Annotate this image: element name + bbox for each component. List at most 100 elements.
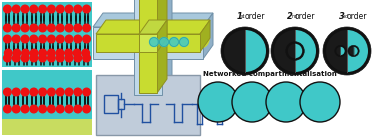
Circle shape (4, 24, 11, 32)
Circle shape (39, 105, 46, 113)
Text: rd: rd (343, 14, 348, 19)
Circle shape (4, 105, 11, 113)
Wedge shape (336, 47, 341, 55)
Circle shape (56, 54, 64, 62)
Circle shape (30, 49, 38, 57)
Circle shape (39, 5, 46, 13)
Circle shape (5, 49, 12, 57)
Circle shape (83, 105, 90, 113)
Circle shape (21, 24, 29, 32)
Circle shape (13, 49, 21, 57)
Wedge shape (326, 30, 347, 72)
Circle shape (4, 35, 11, 43)
Circle shape (191, 30, 209, 48)
Circle shape (48, 35, 55, 43)
Bar (2, 70, 92, 135)
Text: 1: 1 (237, 12, 243, 21)
Circle shape (82, 49, 90, 57)
Wedge shape (224, 30, 245, 72)
Circle shape (160, 38, 169, 47)
Circle shape (30, 5, 37, 13)
Circle shape (12, 5, 20, 13)
Circle shape (198, 82, 238, 122)
Circle shape (30, 88, 37, 96)
Circle shape (4, 88, 11, 96)
Circle shape (39, 88, 46, 96)
Circle shape (22, 49, 29, 57)
Circle shape (30, 105, 37, 113)
Text: Networked compartmentalisation: Networked compartmentalisation (203, 71, 337, 77)
Wedge shape (347, 30, 368, 72)
Circle shape (65, 54, 73, 62)
Polygon shape (93, 13, 213, 27)
Circle shape (30, 24, 37, 32)
Circle shape (21, 105, 29, 113)
Circle shape (286, 42, 304, 60)
Circle shape (65, 35, 73, 43)
Wedge shape (295, 44, 302, 58)
Polygon shape (200, 20, 210, 52)
Text: 3: 3 (339, 12, 345, 21)
Polygon shape (157, 20, 167, 52)
Circle shape (21, 88, 29, 96)
Circle shape (12, 88, 20, 96)
Wedge shape (295, 30, 316, 72)
Circle shape (12, 35, 20, 43)
Wedge shape (349, 47, 353, 55)
Wedge shape (341, 47, 345, 55)
Circle shape (65, 105, 73, 113)
Circle shape (48, 54, 55, 62)
Circle shape (56, 105, 64, 113)
Text: st: st (241, 14, 245, 19)
Polygon shape (139, 34, 157, 52)
Circle shape (221, 27, 269, 75)
Circle shape (56, 5, 64, 13)
Wedge shape (288, 44, 295, 58)
Circle shape (12, 24, 20, 32)
Circle shape (65, 24, 73, 32)
Circle shape (21, 54, 29, 62)
Circle shape (83, 35, 90, 43)
Polygon shape (203, 13, 213, 59)
Circle shape (74, 24, 82, 32)
Circle shape (12, 105, 20, 113)
Circle shape (74, 5, 82, 13)
Polygon shape (93, 27, 203, 59)
Circle shape (73, 49, 81, 57)
Circle shape (65, 49, 72, 57)
Text: 2: 2 (287, 12, 293, 21)
Polygon shape (134, 0, 162, 95)
Circle shape (12, 54, 20, 62)
Circle shape (150, 38, 158, 47)
Circle shape (56, 88, 64, 96)
Circle shape (74, 88, 82, 96)
Circle shape (56, 35, 64, 43)
Text: nd: nd (291, 14, 297, 19)
Polygon shape (96, 34, 200, 52)
Circle shape (83, 88, 90, 96)
Polygon shape (139, 0, 157, 93)
Circle shape (30, 35, 37, 43)
Circle shape (74, 105, 82, 113)
Circle shape (21, 5, 29, 13)
Circle shape (65, 88, 73, 96)
Polygon shape (96, 20, 210, 34)
Text: order: order (295, 12, 316, 21)
Wedge shape (245, 30, 266, 72)
Circle shape (4, 54, 11, 62)
Circle shape (83, 54, 90, 62)
Circle shape (48, 49, 55, 57)
Circle shape (74, 35, 82, 43)
Circle shape (169, 38, 178, 47)
Text: order: order (245, 12, 265, 21)
Circle shape (83, 5, 90, 13)
Circle shape (266, 82, 306, 122)
Circle shape (48, 105, 55, 113)
Circle shape (335, 45, 346, 57)
Circle shape (56, 49, 64, 57)
Circle shape (30, 54, 37, 62)
Circle shape (39, 24, 46, 32)
Circle shape (39, 35, 46, 43)
Circle shape (48, 24, 55, 32)
Circle shape (48, 5, 55, 13)
